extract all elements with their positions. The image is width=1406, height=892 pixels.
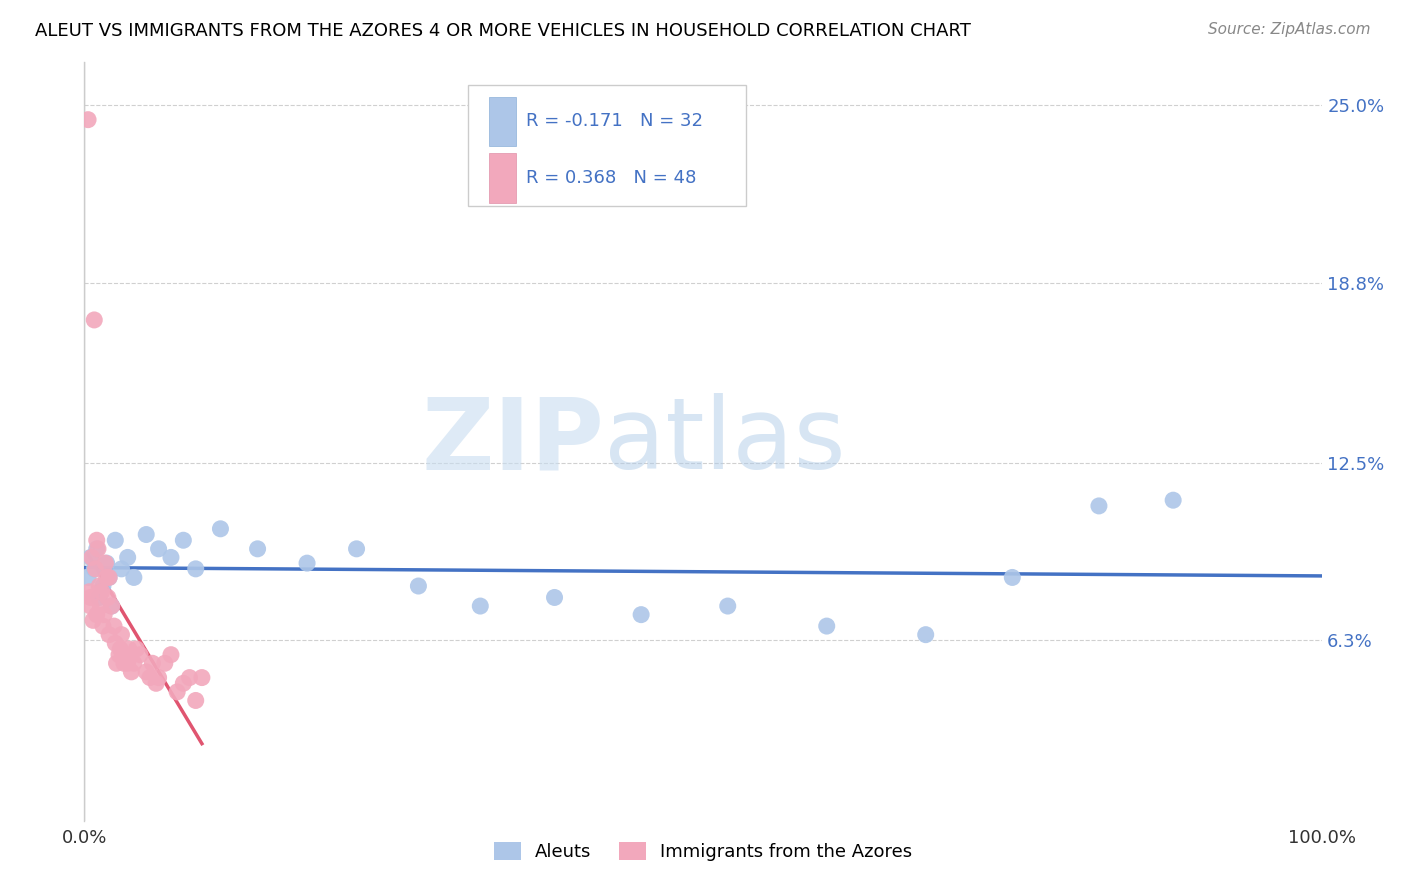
Point [1001,570,1024,584]
Point [117,657,139,671]
Point [135,665,157,679]
FancyBboxPatch shape [489,153,516,202]
Point [148,671,170,685]
Point [82,613,104,627]
Point [148,541,170,556]
Text: ALEUT VS IMMIGRANTS FROM THE AZORES 4 OR MORE VEHICLES IN HOUSEHOLD CORRELATION : ALEUT VS IMMIGRANTS FROM THE AZORES 4 OR… [35,22,972,40]
Text: ZIP: ZIP [422,393,605,490]
Point [98,570,121,584]
Point [166,685,188,699]
Point [179,671,201,685]
Point [110,642,132,657]
Point [83,562,105,576]
Point [246,541,269,556]
Point [543,591,565,605]
Point [346,541,368,556]
Point [77,112,100,127]
Point [104,636,127,650]
Point [77,570,100,584]
Point [79,584,101,599]
Point [408,579,430,593]
Point [98,628,121,642]
Point [103,619,125,633]
Point [96,570,118,584]
Point [90,584,112,599]
Point [96,556,118,570]
Point [172,533,194,548]
Point [1088,499,1111,513]
Point [118,642,141,657]
Text: R = 0.368   N = 48: R = 0.368 N = 48 [526,169,696,187]
Point [94,556,117,570]
Legend: Aleuts, Immigrants from the Azores: Aleuts, Immigrants from the Azores [486,835,920,869]
Point [122,570,145,584]
Point [91,619,114,633]
Point [79,550,101,565]
Point [91,579,114,593]
Point [104,533,127,548]
Point [98,570,121,584]
Point [160,648,183,662]
Point [145,676,167,690]
Point [295,556,318,570]
Point [87,541,110,556]
Point [139,671,162,685]
FancyBboxPatch shape [489,96,516,145]
Point [79,591,101,605]
Point [815,619,838,633]
Point [141,657,163,671]
Point [89,599,111,613]
Point [470,599,492,613]
Point [209,522,232,536]
Text: Source: ZipAtlas.com: Source: ZipAtlas.com [1208,22,1371,37]
Point [86,607,108,622]
Point [105,657,128,671]
Point [172,676,194,690]
Point [93,607,115,622]
Point [117,550,139,565]
Point [122,657,145,671]
Point [717,599,740,613]
Point [112,657,135,671]
Point [108,648,131,662]
Point [89,579,111,593]
Point [89,591,111,605]
Point [114,648,136,662]
Point [79,599,101,613]
Point [83,313,105,327]
Point [100,599,122,613]
Text: R = -0.171   N = 32: R = -0.171 N = 32 [526,112,703,130]
Point [191,671,214,685]
Point [135,527,157,541]
Point [120,665,142,679]
Point [110,562,132,576]
Point [86,541,108,556]
Point [100,599,122,613]
Point [80,550,103,565]
FancyBboxPatch shape [468,85,747,207]
Point [110,628,132,642]
Text: atlas: atlas [605,393,845,490]
Point [160,550,183,565]
Point [129,648,152,662]
Point [84,562,107,576]
Point [97,591,120,605]
Point [125,642,148,657]
Point [1161,493,1184,508]
Point [630,607,652,622]
Point [184,562,207,576]
Point [914,628,936,642]
Point [184,693,207,707]
Point [86,533,108,548]
Point [153,657,176,671]
